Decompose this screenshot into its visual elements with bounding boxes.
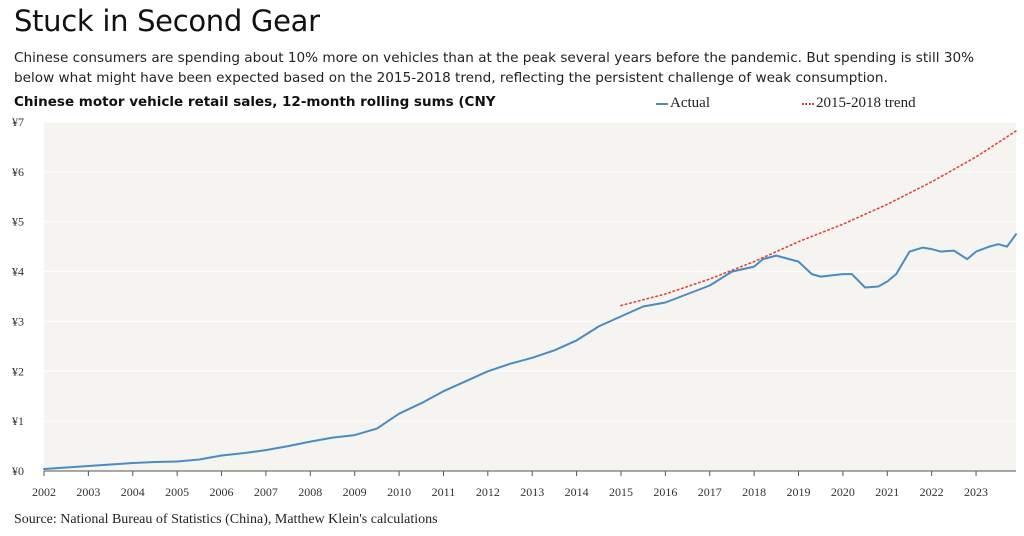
x-tick-label: 2005 (165, 485, 189, 499)
legend-label-trend: 2015-2018 trend (816, 95, 916, 111)
series-line-actual (43, 233, 1017, 470)
legend-swatch-actual (656, 102, 668, 105)
plot-area (44, 122, 1016, 471)
y-tick-label: ¥3 (12, 314, 24, 328)
chart-subtitle: Chinese consumers are spending about 10%… (14, 50, 975, 86)
x-tick-label: 2013 (520, 485, 544, 499)
y-tick-label: ¥0 (12, 464, 24, 478)
y-tick-label: ¥5 (12, 215, 24, 229)
x-tick-label: 2023 (964, 485, 988, 499)
x-tick-label: 2006 (210, 485, 234, 499)
x-tick-label: 2007 (254, 485, 278, 499)
x-tick-label: 2003 (76, 485, 100, 499)
x-tick-label: 2019 (787, 485, 811, 499)
y-tick-label: ¥2 (12, 364, 24, 378)
chart-heading: Chinese motor vehicle retail sales, 12-m… (14, 94, 496, 110)
x-tick-label: 2017 (698, 485, 722, 499)
legend-label-actual: Actual (670, 95, 710, 111)
x-tick-label: 2012 (476, 485, 500, 499)
x-tick-label: 2021 (875, 485, 899, 499)
series-line-trend (620, 130, 1017, 307)
legend-swatch-trend (802, 102, 814, 105)
page-title: Stuck in Second Gear (14, 4, 320, 38)
x-tick-label: 2004 (121, 485, 145, 499)
x-tick-label: 2022 (920, 485, 944, 499)
x-tick-label: 2015 (609, 485, 633, 499)
x-tick-label: 2009 (343, 485, 367, 499)
x-tick-label: 2008 (298, 485, 322, 499)
source-note: Source: National Bureau of Statistics (C… (14, 512, 438, 527)
x-tick-label: 2002 (32, 485, 56, 499)
x-tick-label: 2016 (653, 485, 677, 499)
x-tick-label: 2011 (432, 485, 456, 499)
y-tick-label: ¥7 (12, 115, 24, 129)
legend-item-actual: Actual (656, 95, 710, 112)
x-tick-label: 2010 (387, 485, 411, 499)
x-tick-label: 2020 (831, 485, 855, 499)
x-tick-label: 2014 (565, 485, 589, 499)
y-tick-label: ¥4 (12, 265, 24, 279)
y-tick-label: ¥1 (12, 414, 24, 428)
legend-item-trend: 2015-2018 trend (802, 95, 916, 112)
y-tick-label: ¥6 (12, 165, 24, 179)
x-tick-label: 2018 (742, 485, 766, 499)
